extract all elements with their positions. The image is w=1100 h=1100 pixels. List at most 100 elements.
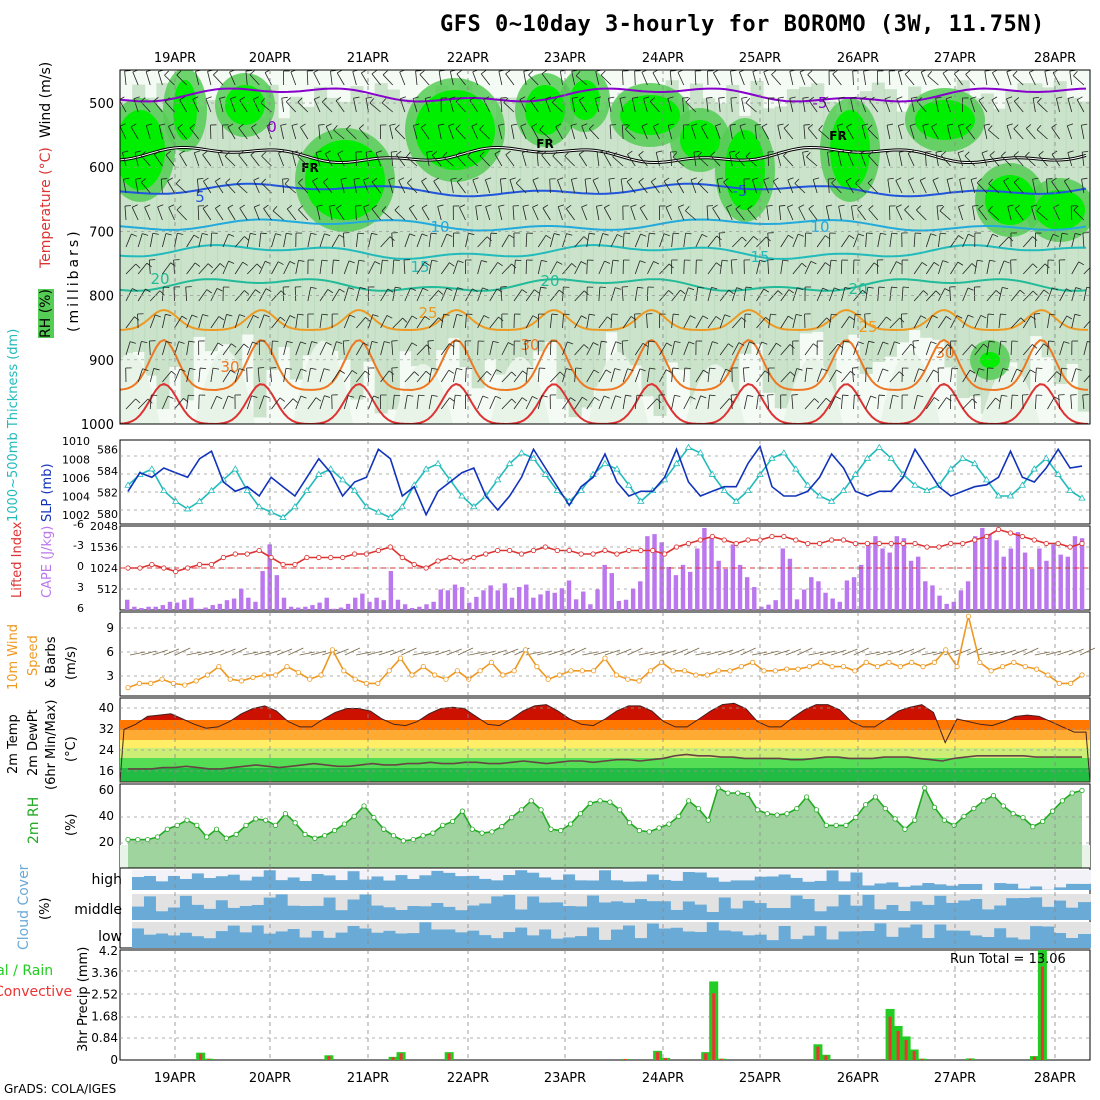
cloud-clear (670, 922, 684, 928)
cloud-bar (934, 895, 948, 920)
cloud-bar (275, 880, 289, 890)
wind-barb-flag (789, 96, 796, 99)
contour-5 (120, 182, 1087, 198)
wind-barb-flag (455, 151, 461, 156)
wind-barb-flag (432, 151, 438, 156)
wind-tick: 6 (106, 645, 114, 659)
date-axis-bottom: 19APR 20APR 21APR 22APR 23APR 24APR 25APR 26APR… (154, 1071, 1076, 1086)
wind-barb (863, 71, 867, 86)
wind-barb (394, 128, 406, 140)
wind-barb-flag (972, 204, 979, 207)
wind-barb-flag (813, 177, 820, 180)
wind-barb (670, 152, 673, 167)
wind-barb (885, 152, 891, 167)
wind-barb (610, 234, 618, 248)
wind-speed-point (602, 655, 608, 661)
cape-bar (858, 564, 864, 610)
wind-barb (626, 181, 636, 194)
wind-barb (584, 179, 588, 194)
wind-barb-flag (407, 394, 414, 397)
rh2m-point (646, 829, 652, 835)
wind-barb-flag (930, 341, 937, 345)
wind-barb (312, 180, 321, 194)
wind-barb (622, 395, 626, 410)
wind-barb (505, 154, 515, 167)
wind-barb-flag (456, 314, 463, 317)
wind-barb (539, 129, 551, 140)
wind-barb-flag (571, 177, 578, 180)
precip-conv-bar (327, 1055, 331, 1060)
wind10m-barb (1000, 649, 1016, 656)
wind-barb (659, 263, 670, 275)
cloud-bar (814, 926, 828, 948)
precip-conv-bar (704, 1053, 708, 1060)
lifted-index-point (196, 561, 203, 568)
cape-bar (246, 597, 251, 610)
cloud-clear (467, 922, 481, 931)
wind10m-barb (288, 647, 304, 656)
wind-barb (962, 314, 969, 329)
wind-barb (222, 260, 229, 275)
cloud-clear (287, 922, 301, 930)
thickness-point (148, 465, 156, 472)
cloud-bar (886, 882, 900, 890)
wind-barb (665, 207, 672, 221)
wind-barb-flag (1001, 394, 1008, 397)
wind-barb (239, 207, 248, 221)
precip-conv-bar (199, 1053, 203, 1060)
wind-barb-flag (581, 396, 588, 401)
cloud-clear (994, 922, 1008, 929)
lifted-index-point (495, 547, 501, 554)
wind-barb-flag (709, 394, 716, 397)
wind-barb (1010, 340, 1013, 356)
wind-barb (158, 125, 163, 140)
wind-barb-flag (312, 177, 318, 182)
cloud-clear (1066, 922, 1080, 938)
wind-barb (610, 341, 617, 356)
wind-barb-flag (310, 232, 317, 235)
wind-barb-flag (957, 150, 964, 154)
cloud-bar (742, 935, 756, 948)
wind-barb-flag (575, 70, 581, 77)
wind-barb-flag (867, 124, 873, 130)
cloud-clear (539, 922, 553, 930)
wind-barb-flag (627, 368, 634, 372)
cloud-bar (958, 883, 972, 890)
wind-barb (965, 74, 976, 86)
wind-barb-flag (666, 369, 672, 373)
wind-barb (742, 368, 745, 383)
cloud-bar (946, 930, 960, 948)
cape-bar (410, 607, 415, 610)
wind10m-barb (344, 647, 361, 656)
wind-barb-flag (364, 370, 371, 376)
wind-barb-flag (371, 341, 378, 344)
wind10m-barb (842, 648, 858, 656)
precip-conv-bar (656, 1052, 660, 1060)
cape-bar (524, 584, 529, 610)
wind-barb (1051, 127, 1060, 140)
wind-barb (735, 208, 745, 221)
wind-barb (549, 233, 555, 248)
wind-barb-flag (457, 260, 464, 263)
wind-barb-flag (703, 369, 709, 374)
wind-barb-flag (175, 178, 181, 184)
cloud-bar (682, 871, 696, 890)
freezing-label: FR (536, 137, 553, 151)
cape-bar (851, 577, 857, 610)
cloud-clear (287, 870, 301, 878)
cloud-bar (670, 909, 684, 920)
cape-bar (595, 589, 600, 610)
wind-barb-flag (886, 150, 893, 153)
cloud-bar (323, 875, 337, 890)
wind-barb (625, 128, 636, 140)
rh-column (774, 106, 788, 409)
wind-barb (685, 101, 697, 113)
wind-barb (575, 75, 588, 86)
wind-barb-flag (1001, 151, 1006, 157)
wind-barb (189, 127, 200, 140)
wind-barb-flag (511, 123, 518, 126)
wind-barb (853, 395, 855, 410)
wind-barb (807, 74, 818, 86)
cloud-bar (970, 898, 984, 920)
